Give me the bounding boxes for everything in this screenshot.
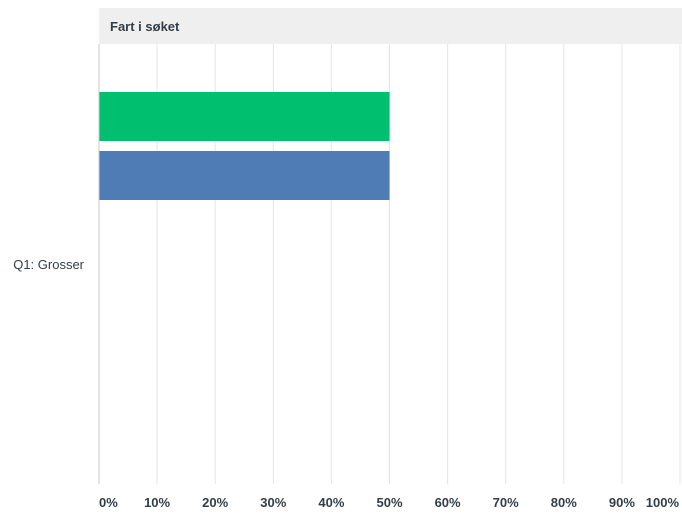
- bar: [99, 151, 390, 200]
- bars: [99, 92, 390, 200]
- x-tick-label: 30%: [260, 495, 286, 510]
- bar: [99, 92, 390, 141]
- x-tick-label: 100%: [646, 495, 680, 510]
- x-tick-label: 0%: [99, 495, 118, 510]
- x-tick-label: 80%: [551, 495, 577, 510]
- x-tick-label: 90%: [609, 495, 635, 510]
- x-tick-label: 20%: [202, 495, 228, 510]
- chart-header-band: [99, 8, 682, 44]
- x-tick-label: 60%: [435, 495, 461, 510]
- chart-title: Fart i søket: [110, 19, 180, 34]
- x-tick-label: 40%: [318, 495, 344, 510]
- x-tick-label: 10%: [144, 495, 170, 510]
- y-tick-label: Q1: Grosser: [13, 257, 84, 272]
- x-tick-label: 70%: [493, 495, 519, 510]
- x-tick-label: 50%: [376, 495, 402, 510]
- x-tick-labels: 0% 10% 20% 30% 40% 50% 60% 70% 80% 90% 100%: [99, 495, 679, 510]
- y-tick-labels: Q1: Grosser: [13, 257, 84, 272]
